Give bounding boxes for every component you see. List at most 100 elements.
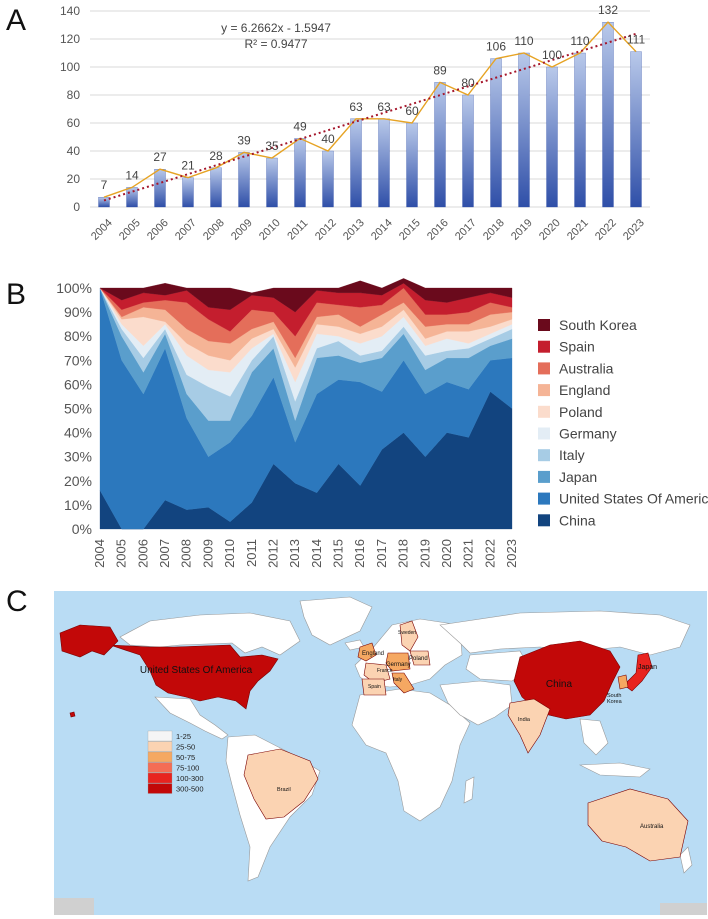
- x-tick-label: 2006: [145, 217, 171, 243]
- bar: [546, 66, 558, 208]
- data-label: 106: [486, 40, 506, 54]
- legend-swatch: [538, 319, 550, 331]
- bar: [630, 51, 642, 208]
- x-axis: 2004 2005 2006 2007 2008 2009 2010 2011 2012 2013…: [89, 217, 647, 243]
- overlay-polyline: [103, 21, 637, 198]
- x-tick-label: 2005: [117, 217, 143, 243]
- data-label: 40: [321, 132, 335, 146]
- label-italy: Italy: [393, 677, 403, 683]
- label-australia: Australia: [640, 824, 664, 830]
- x-tick-label: 2004: [89, 217, 115, 243]
- x-tick-label: 2015: [331, 539, 346, 568]
- bar: [602, 22, 614, 208]
- y-axis: 0% 10% 20% 30% 40% 50% 60% 70% 80% 90% 100%: [56, 280, 92, 537]
- legend-swatch: [147, 751, 173, 763]
- x-tick-label: 2011: [285, 217, 310, 242]
- germany-region: [385, 652, 411, 672]
- bar: [210, 167, 222, 208]
- x-tick-label: 2015: [397, 217, 423, 243]
- panel-label-c: C: [6, 585, 28, 618]
- y-tick-label: 10%: [64, 497, 92, 513]
- label-germany: Germany: [386, 662, 411, 668]
- data-label: 63: [377, 100, 391, 114]
- data-label: 110: [514, 34, 533, 48]
- panel-label-a: A: [6, 4, 27, 37]
- poland-region: [409, 650, 431, 666]
- legend-swatch: [147, 730, 173, 742]
- bar: [490, 58, 502, 208]
- antarctica-east: [660, 903, 707, 915]
- y-tick-label: 60%: [64, 376, 92, 392]
- data-label: 132: [598, 3, 618, 17]
- x-tick-label: 2016: [352, 539, 367, 568]
- country-share-area-chart: 0%10%20%30%40%50%60%70%80%90%100% 2004 20…: [56, 278, 708, 568]
- bar: [98, 197, 110, 208]
- x-tick-label: 2009: [229, 217, 255, 243]
- y-tick-label: 80%: [64, 328, 92, 344]
- legend-swatch: [147, 772, 173, 784]
- legend-label: 300-500: [176, 785, 204, 794]
- south-korea-region: [617, 674, 629, 690]
- bar: [154, 169, 166, 208]
- x-tick-label: 2012: [265, 539, 280, 568]
- legend-label: China: [559, 512, 596, 528]
- canada: [119, 612, 301, 656]
- legend-label: England: [559, 382, 610, 398]
- x-tick-label: 2017: [453, 217, 479, 243]
- data-label: 80: [461, 76, 475, 90]
- label-south-korea-2: Korea: [607, 699, 623, 705]
- y-tick-label: 40%: [64, 425, 92, 441]
- x-tick-label: 2019: [417, 539, 432, 568]
- bar: [266, 157, 278, 208]
- map-labels: United States Of America China Japan Sou…: [140, 630, 664, 830]
- central-asia: [465, 650, 531, 682]
- x-tick-label: 2004: [92, 539, 107, 568]
- data-label: 63: [349, 100, 363, 114]
- data-label: 110: [570, 34, 589, 48]
- publication-bar-chart: 7 14 27 21 28 39 35 49 40 63 63 60 89 80 106 110 100 110 1…: [60, 3, 650, 243]
- trend-equation: y = 6.2662x - 1.5947: [221, 21, 331, 35]
- x-tick-label: 2007: [157, 539, 172, 568]
- bar: [322, 150, 334, 208]
- australia-region: [587, 788, 689, 862]
- bar: [294, 138, 306, 208]
- overlay-line: [103, 21, 637, 198]
- new-zealand: [679, 846, 693, 874]
- x-tick-label: 2008: [201, 217, 227, 243]
- x-tick-label: 2009: [200, 539, 215, 568]
- legend-swatch: [538, 427, 550, 440]
- x-tick-label: 2021: [565, 217, 591, 243]
- area-series: [99, 278, 513, 530]
- legend-label: South Korea: [559, 317, 637, 333]
- bar: [462, 94, 474, 208]
- data-label: 28: [209, 149, 223, 163]
- x-tick-label: 2006: [135, 539, 150, 568]
- legend-label: United States Of America: [559, 491, 708, 507]
- x-tick-label: 2010: [222, 539, 237, 568]
- label-south-korea-1: South: [607, 693, 621, 699]
- x-axis: 2004 2005 2006 2007 2008 2009 2010 2011 2012 2013…: [92, 539, 519, 568]
- x-tick-label: 2014: [369, 217, 395, 243]
- legend-swatch: [538, 384, 550, 397]
- legend-swatch: [538, 492, 550, 505]
- bar: [238, 152, 250, 208]
- japan-region: [623, 652, 653, 692]
- bar: [126, 187, 138, 208]
- x-tick-label: 2008: [179, 539, 194, 568]
- y-tick-label: 120: [60, 32, 80, 46]
- x-tick-label: 2011: [244, 539, 259, 567]
- y-tick-label: 0: [73, 200, 80, 214]
- x-tick-label: 2007: [173, 217, 199, 243]
- spain-region: [361, 678, 387, 696]
- legend-label: 25-50: [176, 743, 195, 752]
- data-label: 14: [125, 168, 139, 182]
- x-tick-label: 2014: [309, 539, 324, 568]
- legend-swatch: [538, 405, 550, 418]
- y-tick-label: 140: [60, 4, 80, 18]
- y-tick-label: 40: [67, 144, 81, 158]
- x-tick-label: 2022: [482, 539, 497, 568]
- x-tick-label: 2013: [287, 539, 302, 568]
- bar: [406, 122, 418, 208]
- x-tick-label: 2016: [425, 217, 451, 243]
- label-england: England: [362, 651, 384, 657]
